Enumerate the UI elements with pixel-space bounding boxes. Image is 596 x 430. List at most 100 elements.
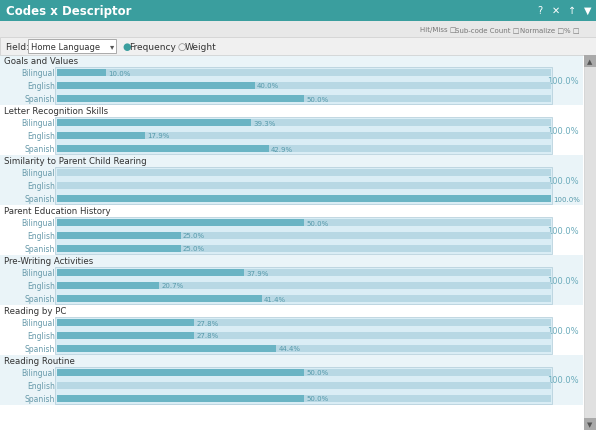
Text: Sub-code Count □: Sub-code Count □ [455,27,519,33]
Bar [57,269,551,277]
Text: Spanish: Spanish [24,394,55,403]
Text: Parent Education History: Parent Education History [4,206,111,215]
Bar [57,219,551,227]
Bar [57,345,551,353]
Bar [584,56,596,68]
Text: Spanish: Spanish [24,144,55,154]
Bar [57,195,551,203]
Bar [57,83,254,90]
Bar [584,56,596,430]
Text: 100.0%: 100.0% [547,276,579,285]
Text: Weight: Weight [185,43,217,51]
Text: ▲: ▲ [587,59,592,65]
Bar [57,83,551,90]
Text: ↑: ↑ [568,6,576,16]
Text: English: English [27,381,55,390]
Text: Spanish: Spanish [24,344,55,353]
Bar [57,232,181,240]
Text: ○: ○ [178,42,187,52]
Text: English: English [27,132,55,141]
Bar [55,118,552,155]
Bar [0,255,583,305]
Bar [57,195,551,203]
Text: ●: ● [122,42,131,52]
Text: Spanish: Spanish [24,194,55,203]
Text: English: English [27,281,55,290]
Text: Field:: Field: [5,43,29,51]
Bar [57,269,244,277]
Bar [57,245,181,253]
Text: 25.0%: 25.0% [182,233,204,239]
Bar [0,405,583,430]
Bar [0,106,583,156]
Text: 42.9%: 42.9% [271,146,293,152]
Bar [57,119,251,127]
Bar [57,219,304,227]
Bar [57,132,551,140]
Text: Spanish: Spanish [24,95,55,104]
Bar [57,145,551,153]
Text: Bilingual: Bilingual [21,268,55,277]
Bar [57,182,551,190]
Bar [57,95,551,103]
Text: Letter Recognition Skills: Letter Recognition Skills [4,107,108,116]
Text: Frequency: Frequency [129,43,176,51]
Text: Similarity to Parent Child Rearing: Similarity to Parent Child Rearing [4,157,147,166]
Bar [57,395,304,402]
Bar [57,345,277,353]
Bar [28,40,116,54]
Text: English: English [27,231,55,240]
Text: 27.8%: 27.8% [196,320,219,326]
Bar [0,38,596,56]
Text: ?: ? [538,6,542,16]
Bar [57,319,551,327]
Bar [57,119,551,127]
Text: 100.0%: 100.0% [547,376,579,384]
Text: 20.7%: 20.7% [162,283,184,289]
Text: 44.4%: 44.4% [278,346,300,352]
Bar [57,282,159,290]
Bar [57,69,107,77]
Bar [57,369,551,377]
Bar [0,206,583,255]
Text: Normalize □: Normalize □ [520,27,563,33]
Text: Spanish: Spanish [24,294,55,303]
Bar [57,69,551,77]
Text: 25.0%: 25.0% [182,246,204,252]
Text: Home Language: Home Language [31,43,100,51]
Text: 37.9%: 37.9% [246,270,269,276]
Bar [0,305,583,355]
Text: English: English [27,82,55,91]
Bar [55,367,552,404]
Text: 17.9%: 17.9% [147,133,170,139]
Bar [57,332,551,340]
Bar [57,319,194,327]
Bar [55,317,552,354]
Bar [55,218,552,255]
Text: 39.3%: 39.3% [253,120,275,126]
Bar [57,95,304,103]
Text: Hit/Miss □: Hit/Miss □ [421,27,457,33]
Text: % □: % □ [564,27,580,33]
Bar [0,0,596,22]
Text: ✕: ✕ [552,6,560,16]
Text: Pre-Writing Activities: Pre-Writing Activities [4,256,93,265]
Bar [55,168,552,205]
Text: 50.0%: 50.0% [306,396,328,402]
Text: 100.0%: 100.0% [547,176,579,185]
Text: 50.0%: 50.0% [306,96,328,102]
Text: Bilingual: Bilingual [21,218,55,227]
Text: 100.0%: 100.0% [547,226,579,235]
Bar [57,169,551,177]
Bar [57,382,551,390]
Bar [57,232,551,240]
Text: 100.0%: 100.0% [547,326,579,335]
Text: 27.8%: 27.8% [196,333,219,339]
Bar [0,38,596,56]
Bar [0,355,583,405]
Text: 100.0%: 100.0% [553,196,580,202]
Text: Reading Routine: Reading Routine [4,356,75,365]
Bar [0,156,583,206]
Text: Bilingual: Bilingual [21,318,55,327]
Text: 40.0%: 40.0% [257,83,279,89]
